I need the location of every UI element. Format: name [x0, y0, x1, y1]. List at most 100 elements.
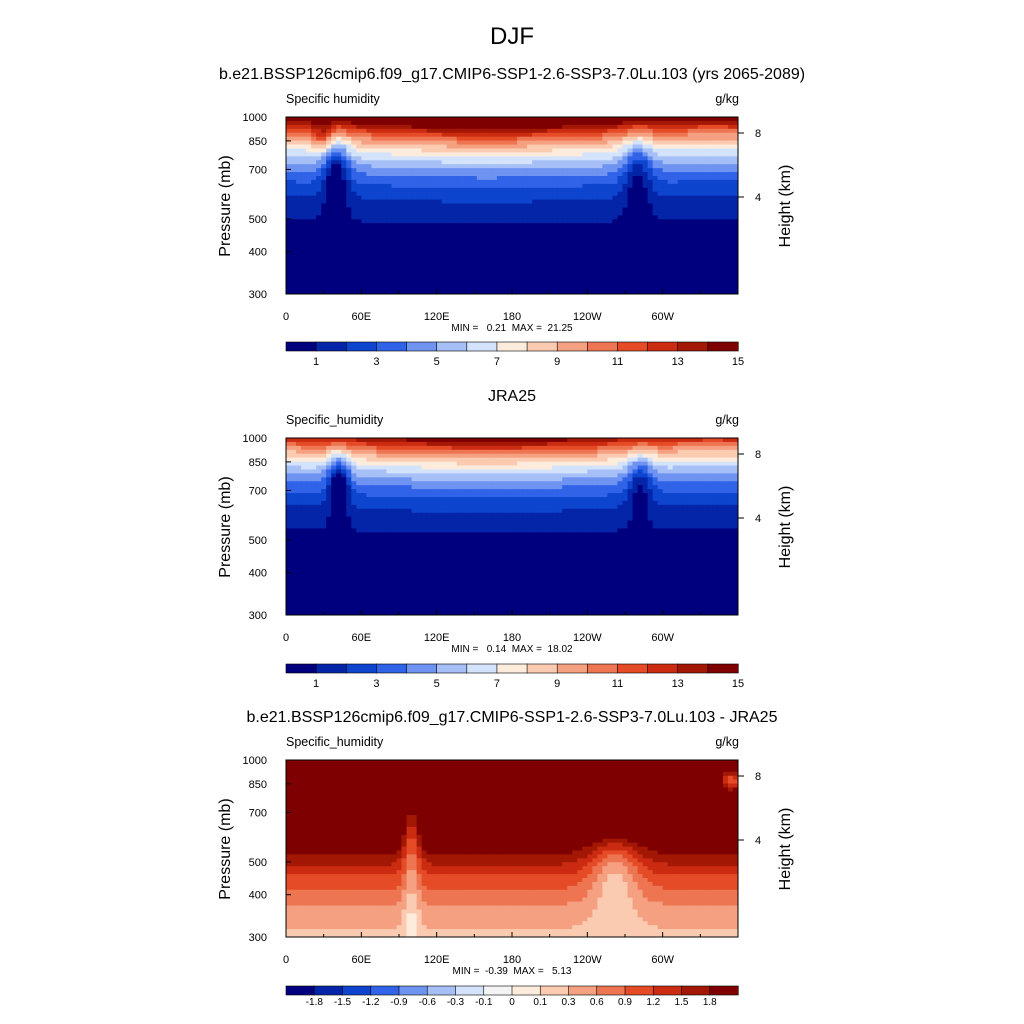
heatmap-cell	[316, 258, 322, 264]
heatmap-cell	[627, 144, 634, 150]
heatmap-cell	[707, 246, 714, 252]
heatmap-cell	[371, 223, 377, 228]
heatmap-cell	[527, 246, 533, 252]
heatmap-cell	[697, 223, 704, 228]
heatmap-cell	[527, 227, 533, 232]
heatmap-cell	[537, 152, 543, 157]
heatmap-cell	[717, 117, 724, 122]
heatmap-cell	[707, 128, 714, 134]
heatmap-cell	[351, 250, 357, 256]
heatmap-cell	[552, 215, 558, 220]
heatmap-cell	[607, 140, 614, 146]
heatmap-cell	[702, 465, 709, 471]
heatmap-cell	[416, 128, 423, 134]
heatmap-cell	[622, 235, 629, 240]
heatmap-cell	[632, 441, 639, 447]
heatmap-cell	[582, 246, 588, 252]
heatmap-cell	[587, 164, 593, 169]
heatmap-cell	[642, 172, 649, 177]
heatmap-cell	[406, 278, 413, 283]
heatmap-cell	[326, 179, 332, 185]
heatmap-cell	[316, 219, 322, 224]
heatmap-cell	[582, 457, 588, 463]
heatmap-cell	[441, 176, 448, 181]
heatmap-cell	[642, 286, 649, 291]
heatmap-cell	[346, 270, 352, 275]
heatmap-cell	[687, 144, 694, 150]
heatmap-cell	[512, 473, 518, 478]
heatmap-cell	[572, 144, 578, 150]
heatmap-cell	[702, 235, 709, 240]
heatmap-cell	[291, 164, 297, 169]
heatmap-cell	[311, 203, 317, 209]
heatmap-cell	[381, 270, 388, 275]
heatmap-cell	[461, 164, 468, 169]
heatmap-cell	[532, 258, 538, 264]
heatmap-cell	[517, 290, 523, 294]
heatmap-cell	[642, 128, 649, 134]
heatmap-cell	[396, 258, 403, 264]
heatmap-cell	[471, 438, 478, 443]
heatmap-cell	[697, 461, 704, 467]
heatmap-cell	[517, 441, 523, 447]
heatmap-cell	[732, 172, 738, 177]
heatmap-cell	[682, 223, 689, 228]
heatmap-cell	[381, 449, 388, 455]
heatmap-cell	[687, 148, 694, 153]
heatmap-cell	[316, 274, 322, 279]
heatmap-cell	[567, 199, 573, 205]
heatmap-cell	[572, 136, 578, 142]
heatmap-cell	[597, 176, 603, 181]
heatmap-cell	[471, 219, 478, 224]
heatmap-cell	[461, 286, 468, 291]
heatmap-cell	[522, 290, 528, 294]
heatmap-cell	[361, 187, 367, 193]
heatmap-cell	[612, 445, 619, 451]
heatmap-cell	[491, 183, 498, 189]
heatmap-cell	[471, 183, 478, 189]
heatmap-cell	[652, 160, 659, 165]
heatmap-cell	[667, 235, 674, 240]
heatmap-cell	[321, 124, 327, 130]
heatmap-cell	[602, 242, 609, 248]
heatmap-cell	[456, 120, 463, 126]
heatmap-cell	[406, 453, 413, 459]
heatmap-cell	[572, 172, 578, 177]
heatmap-cell	[351, 246, 357, 252]
heatmap-cell	[622, 132, 629, 138]
heatmap-cell	[607, 223, 614, 228]
heatmap-cell	[336, 473, 342, 478]
heatmap-cell	[311, 183, 317, 189]
heatmap-cell	[727, 128, 734, 134]
heatmap-cell	[587, 223, 593, 228]
heatmap-cell	[567, 270, 573, 275]
heatmap-cell	[647, 179, 654, 185]
heatmap-cell	[291, 160, 297, 165]
heatmap-cell	[512, 457, 518, 463]
heatmap-cell	[652, 132, 659, 138]
heatmap-cell	[672, 238, 679, 244]
heatmap-cell	[722, 132, 729, 138]
heatmap-cell	[592, 461, 598, 467]
heatmap-cell	[602, 270, 609, 275]
heatmap-cell	[286, 132, 292, 138]
heatmap-cell	[632, 136, 639, 142]
heatmap-cell	[351, 211, 357, 216]
heatmap-cell	[587, 254, 593, 260]
heatmap-cell	[542, 168, 548, 173]
heatmap-cell	[617, 211, 624, 216]
heatmap-cell	[356, 199, 362, 205]
heatmap-cell	[386, 469, 393, 474]
heatmap-cell	[722, 219, 729, 224]
heatmap-cell	[702, 124, 709, 130]
heatmap-cell	[637, 156, 644, 161]
heatmap-cell	[411, 179, 418, 185]
heatmap-cell	[286, 266, 292, 271]
heatmap-cell	[602, 124, 609, 130]
heatmap-cell	[411, 172, 418, 177]
heatmap-cell	[722, 290, 729, 294]
heatmap-cell	[642, 144, 649, 150]
heatmap-cell	[542, 441, 548, 447]
heatmap-cell	[537, 144, 543, 150]
heatmap-cell	[506, 136, 513, 142]
